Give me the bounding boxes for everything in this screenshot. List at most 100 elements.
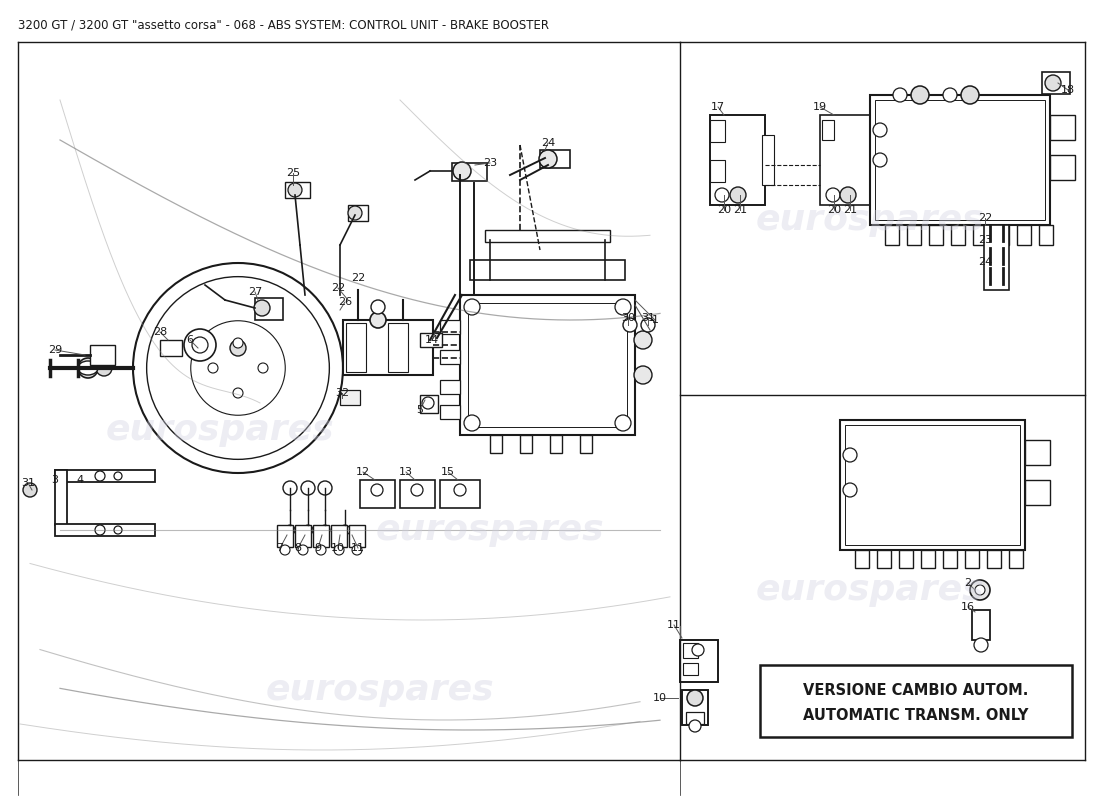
Bar — [420, 395, 438, 413]
Circle shape — [370, 312, 386, 328]
Bar — [877, 550, 891, 568]
Bar — [710, 115, 764, 205]
Text: 29: 29 — [48, 345, 62, 355]
Circle shape — [689, 720, 701, 732]
Text: 2: 2 — [965, 578, 971, 588]
Circle shape — [96, 360, 112, 376]
Bar — [485, 230, 611, 242]
Bar — [440, 405, 460, 419]
Circle shape — [634, 331, 652, 349]
Bar — [440, 350, 460, 364]
Bar — [360, 480, 395, 508]
Circle shape — [233, 388, 243, 398]
Circle shape — [623, 318, 637, 332]
Circle shape — [453, 162, 471, 180]
Ellipse shape — [78, 361, 98, 375]
Circle shape — [316, 545, 326, 555]
Bar — [886, 225, 899, 245]
Circle shape — [961, 86, 979, 104]
Bar — [340, 390, 360, 405]
Text: 4: 4 — [76, 475, 84, 485]
Bar — [420, 333, 442, 347]
Circle shape — [285, 525, 295, 535]
Circle shape — [340, 525, 350, 535]
Circle shape — [893, 88, 907, 102]
Bar — [710, 160, 725, 182]
Bar — [468, 303, 627, 427]
Bar — [1050, 115, 1075, 140]
Bar — [870, 95, 1050, 225]
Circle shape — [348, 206, 362, 220]
Bar — [974, 225, 987, 245]
Circle shape — [634, 366, 652, 384]
Text: AUTOMATIC TRANSM. ONLY: AUTOMATIC TRANSM. ONLY — [803, 708, 1028, 723]
Bar — [440, 480, 480, 508]
Bar — [1018, 225, 1031, 245]
Circle shape — [258, 363, 268, 373]
Circle shape — [233, 338, 243, 348]
Text: 14: 14 — [425, 335, 439, 345]
Bar — [440, 380, 460, 394]
Bar — [930, 225, 943, 245]
Bar — [580, 435, 592, 453]
Text: 21: 21 — [843, 205, 857, 215]
Circle shape — [873, 153, 887, 167]
Text: 22: 22 — [978, 213, 992, 223]
Circle shape — [371, 484, 383, 496]
Circle shape — [715, 188, 729, 202]
Text: 15: 15 — [441, 467, 455, 477]
Circle shape — [318, 481, 332, 495]
Circle shape — [1045, 75, 1062, 91]
Text: 9: 9 — [315, 543, 321, 553]
Text: 18: 18 — [1060, 85, 1075, 95]
Circle shape — [411, 484, 424, 496]
Circle shape — [190, 321, 285, 415]
Text: 11: 11 — [351, 543, 365, 553]
Bar — [683, 663, 698, 675]
Text: 1: 1 — [651, 315, 659, 325]
Circle shape — [95, 471, 104, 481]
Bar — [388, 323, 408, 372]
Text: 12: 12 — [356, 467, 370, 477]
Text: 20: 20 — [827, 205, 842, 215]
Bar — [908, 225, 921, 245]
Text: 17: 17 — [711, 102, 725, 112]
Circle shape — [208, 363, 218, 373]
Bar — [160, 340, 182, 356]
Bar — [470, 260, 625, 280]
Circle shape — [371, 300, 385, 314]
Bar — [760, 665, 1072, 737]
Bar — [55, 470, 155, 482]
Circle shape — [943, 88, 957, 102]
Text: 23: 23 — [978, 235, 992, 245]
Bar — [349, 525, 365, 547]
Text: 8: 8 — [295, 543, 301, 553]
Text: eurospares: eurospares — [376, 513, 604, 547]
Circle shape — [840, 187, 856, 203]
Text: 19: 19 — [813, 102, 827, 112]
Circle shape — [133, 263, 343, 473]
Circle shape — [352, 545, 362, 555]
Circle shape — [230, 340, 246, 356]
Bar — [952, 225, 965, 245]
Circle shape — [826, 188, 840, 202]
Bar — [55, 524, 155, 536]
Bar — [1009, 550, 1023, 568]
Bar — [972, 610, 990, 640]
Circle shape — [970, 580, 990, 600]
Bar — [686, 712, 704, 724]
Circle shape — [114, 472, 122, 480]
Bar — [682, 690, 708, 725]
Text: 26: 26 — [338, 297, 352, 307]
Bar — [255, 298, 283, 320]
Text: 20: 20 — [717, 205, 732, 215]
Text: 24: 24 — [978, 257, 992, 267]
Bar — [460, 295, 635, 435]
Circle shape — [843, 448, 857, 462]
Bar — [1042, 72, 1070, 94]
Bar — [680, 640, 718, 682]
Circle shape — [78, 358, 98, 378]
Text: 3200 GT / 3200 GT "assetto corsa" - 068 - ABS SYSTEM: CONTROL UNIT - BRAKE BOOST: 3200 GT / 3200 GT "assetto corsa" - 068 … — [18, 18, 549, 31]
Bar — [540, 150, 570, 168]
Circle shape — [288, 183, 302, 197]
